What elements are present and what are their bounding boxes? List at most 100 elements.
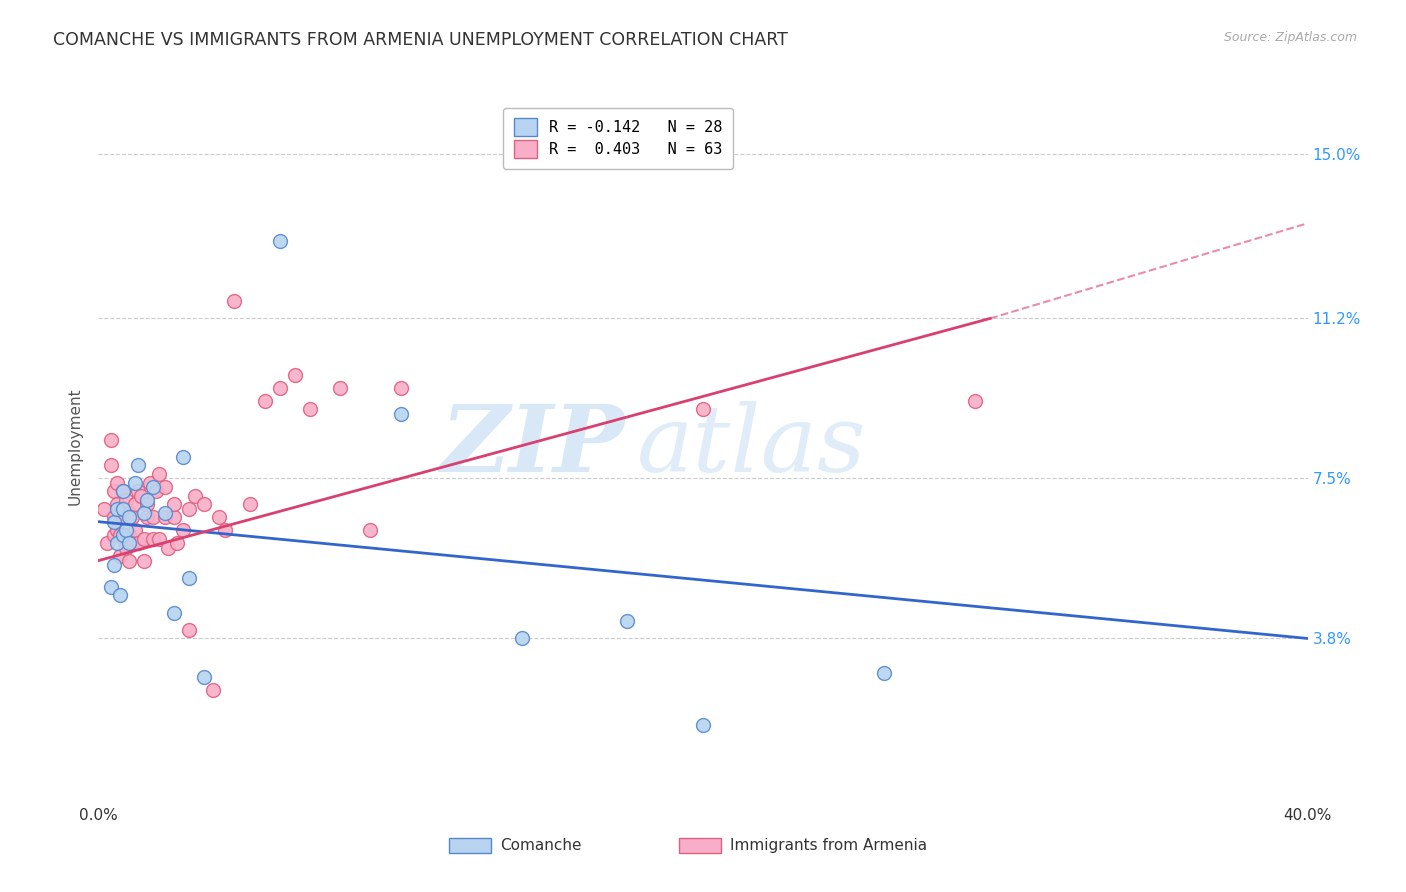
Point bbox=[873, 666, 896, 681]
Point bbox=[193, 670, 215, 684]
Point bbox=[114, 493, 136, 508]
Point bbox=[142, 510, 165, 524]
Point bbox=[111, 484, 134, 499]
Point bbox=[118, 510, 141, 524]
Point bbox=[172, 450, 194, 464]
Text: Comanche: Comanche bbox=[501, 838, 581, 853]
Point bbox=[114, 541, 136, 555]
Point bbox=[124, 475, 146, 490]
Point bbox=[163, 497, 186, 511]
Point bbox=[114, 524, 136, 538]
Point bbox=[202, 683, 225, 698]
Point bbox=[139, 475, 162, 490]
Legend: R = -0.142   N = 28, R =  0.403   N = 63: R = -0.142 N = 28, R = 0.403 N = 63 bbox=[503, 108, 734, 169]
Point bbox=[103, 527, 125, 541]
Text: Immigrants from Armenia: Immigrants from Armenia bbox=[730, 838, 927, 853]
Point bbox=[124, 524, 146, 538]
Point bbox=[118, 506, 141, 520]
Point bbox=[111, 501, 134, 516]
Point bbox=[105, 501, 128, 516]
Point bbox=[153, 506, 176, 520]
Point bbox=[135, 493, 157, 508]
Point bbox=[118, 527, 141, 541]
Point bbox=[100, 580, 122, 594]
Point bbox=[360, 524, 382, 538]
Point bbox=[142, 532, 165, 546]
Point bbox=[93, 501, 115, 516]
Point bbox=[253, 393, 276, 408]
Point bbox=[184, 489, 207, 503]
Point bbox=[121, 510, 143, 524]
Point bbox=[108, 588, 131, 602]
Point bbox=[148, 532, 170, 546]
Point bbox=[108, 549, 131, 564]
Text: COMANCHE VS IMMIGRANTS FROM ARMENIA UNEMPLOYMENT CORRELATION CHART: COMANCHE VS IMMIGRANTS FROM ARMENIA UNEM… bbox=[53, 31, 789, 49]
Text: ZIP: ZIP bbox=[440, 401, 624, 491]
Point bbox=[163, 606, 186, 620]
Bar bbox=[679, 838, 721, 854]
Point bbox=[132, 532, 155, 546]
Point bbox=[124, 497, 146, 511]
Point bbox=[111, 532, 134, 546]
Point bbox=[145, 484, 167, 499]
Point bbox=[153, 480, 176, 494]
Point bbox=[616, 614, 638, 628]
Point bbox=[179, 501, 201, 516]
Point bbox=[103, 515, 125, 529]
Point bbox=[142, 480, 165, 494]
Point bbox=[108, 506, 131, 520]
Point bbox=[148, 467, 170, 482]
Point bbox=[172, 524, 194, 538]
Point bbox=[510, 632, 533, 646]
Point bbox=[111, 510, 134, 524]
Point bbox=[692, 402, 714, 417]
Point bbox=[239, 497, 262, 511]
Text: atlas: atlas bbox=[637, 401, 866, 491]
Point bbox=[179, 571, 201, 585]
Point bbox=[103, 484, 125, 499]
Point bbox=[129, 489, 152, 503]
Point bbox=[224, 294, 246, 309]
Point bbox=[389, 407, 412, 421]
Point bbox=[100, 458, 122, 473]
Point bbox=[103, 510, 125, 524]
Point bbox=[284, 368, 307, 382]
Point bbox=[96, 536, 118, 550]
Point bbox=[299, 402, 322, 417]
Point bbox=[108, 527, 131, 541]
Point bbox=[105, 536, 128, 550]
Point bbox=[163, 510, 186, 524]
Point bbox=[132, 553, 155, 567]
Point bbox=[329, 381, 352, 395]
Point bbox=[389, 381, 412, 395]
Point bbox=[121, 536, 143, 550]
Point bbox=[111, 527, 134, 541]
Point bbox=[135, 497, 157, 511]
Point bbox=[111, 484, 134, 499]
Point bbox=[179, 623, 201, 637]
Point bbox=[103, 558, 125, 572]
Y-axis label: Unemployment: Unemployment bbox=[67, 387, 83, 505]
Point bbox=[118, 553, 141, 567]
Point bbox=[105, 524, 128, 538]
Point bbox=[135, 510, 157, 524]
Point bbox=[166, 536, 188, 550]
Point bbox=[269, 234, 291, 248]
Point bbox=[105, 475, 128, 490]
Bar bbox=[449, 838, 492, 854]
Point bbox=[127, 458, 149, 473]
Point bbox=[127, 536, 149, 550]
Point bbox=[100, 433, 122, 447]
Text: Source: ZipAtlas.com: Source: ZipAtlas.com bbox=[1223, 31, 1357, 45]
Point bbox=[965, 393, 987, 408]
Point bbox=[208, 510, 231, 524]
Point bbox=[269, 381, 291, 395]
Point bbox=[153, 510, 176, 524]
Point bbox=[156, 541, 179, 555]
Point bbox=[118, 536, 141, 550]
Point bbox=[127, 484, 149, 499]
Point bbox=[692, 718, 714, 732]
Point bbox=[214, 524, 236, 538]
Point bbox=[132, 506, 155, 520]
Point bbox=[105, 497, 128, 511]
